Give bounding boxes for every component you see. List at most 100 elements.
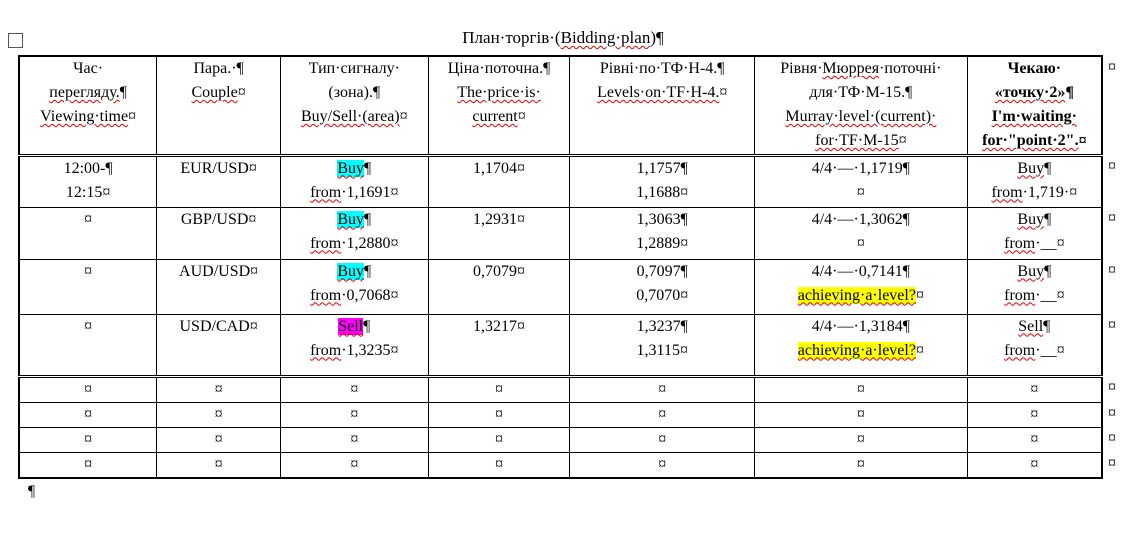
- header-couple[interactable]: Пара.·¶ Couple¤: [156, 55, 281, 157]
- format-mark: ¤: [84, 405, 93, 423]
- empty-cell[interactable]: ¤: [156, 375, 281, 403]
- header-signal-type[interactable]: Тип·сигналу· (зона).¶ Buy/Sell·(area)¤: [279, 55, 429, 157]
- format-mark: ¤: [1107, 317, 1116, 334]
- buy-highlight: Buy: [337, 159, 365, 177]
- empty-cell[interactable]: ¤: [18, 451, 158, 479]
- cell-murray[interactable]: 4/4·—·1,1719¶ ¤: [754, 154, 968, 208]
- cell-murray[interactable]: 4/4·—·1,3184¶ achieving·a·level?¤: [754, 313, 968, 378]
- cell-viewing-time[interactable]: ¤: [18, 206, 158, 260]
- empty-cell[interactable]: ¤: [966, 375, 1103, 403]
- empty-cell[interactable]: ¤: [279, 375, 429, 403]
- text-run: 1,3237¶: [636, 317, 688, 335]
- empty-cell[interactable]: ¤: [966, 451, 1103, 479]
- empty-cell[interactable]: ¤: [156, 401, 281, 428]
- cell-price[interactable]: 1,1704¤: [427, 154, 571, 208]
- document-title[interactable]: План·торгів·(Bidding·plan)¶: [0, 27, 1126, 49]
- empty-cell[interactable]: ¤: [754, 451, 968, 479]
- format-mark: ¤: [214, 430, 223, 448]
- cell-murray[interactable]: 4/4·—·0,7141¶ achieving·a·level?¤: [754, 258, 968, 315]
- format-mark: ¤: [495, 380, 504, 398]
- cell-price[interactable]: 0,7079¤: [427, 258, 571, 315]
- empty-cell[interactable]: ¤: [427, 426, 571, 453]
- empty-cell[interactable]: ¤: [18, 426, 158, 453]
- cell-murray[interactable]: 4/4·—·1,3062¶ ¤: [754, 206, 968, 260]
- text-line: 1,3115¤: [572, 339, 752, 363]
- cell-pair[interactable]: AUD/USD¤: [156, 258, 281, 315]
- empty-cell[interactable]: ¤: [966, 426, 1103, 453]
- cell-pair[interactable]: GBP/USD¤: [156, 206, 281, 260]
- text-line: Чекаю·: [970, 58, 1099, 81]
- cell-waiting[interactable]: Sell¶ from·__¤: [966, 313, 1103, 378]
- empty-cell[interactable]: ¤: [569, 401, 756, 428]
- cell-signal[interactable]: Buy¶ from·0,7068¤: [279, 258, 429, 315]
- header-viewing-time[interactable]: Час· перегляду.¶ Viewing·time¤: [18, 55, 158, 157]
- cell-signal[interactable]: Sell¶ from·1,3235¤: [279, 313, 429, 378]
- empty-cell[interactable]: ¤: [279, 401, 429, 428]
- cell-signal[interactable]: Buy¶ from·1,1691¤: [279, 154, 429, 208]
- text-run: Рівні·по·ТФ·Н-4.¶: [599, 60, 725, 77]
- cell-pair[interactable]: EUR/USD¤: [156, 154, 281, 208]
- empty-cell[interactable]: ¤: [18, 401, 158, 428]
- empty-cell[interactable]: ¤: [427, 451, 571, 479]
- format-mark: ¤: [658, 380, 667, 398]
- cell-levels[interactable]: 1,3063¶ 1,2889¤: [569, 206, 756, 260]
- text-run: 4/4·—·0,7141¶: [811, 262, 911, 280]
- cell-price[interactable]: 1,2931¤: [427, 206, 571, 260]
- header-levels-tf-h4[interactable]: Рівні·по·ТФ·Н-4.¶ Levels·on·TF·Н-4.¤: [569, 55, 756, 157]
- cell-viewing-time[interactable]: 12:00-¶ 12:15¤: [18, 154, 158, 208]
- empty-cell[interactable]: ¤: [279, 426, 429, 453]
- cell-pair[interactable]: USD/CAD¤: [156, 313, 281, 378]
- text-run: ·__¤: [1035, 286, 1065, 304]
- format-mark: ¤: [214, 455, 223, 473]
- end-paragraph-mark[interactable]: ¶: [28, 483, 1126, 501]
- text-line: перегляду.¶: [22, 81, 154, 105]
- empty-cell[interactable]: ¤: [966, 401, 1103, 428]
- text-run: Рівня·: [780, 60, 823, 77]
- text-line: from·1,2880¤: [283, 232, 426, 256]
- text-line: from·1,3235¤: [283, 339, 426, 363]
- format-mark: ¤: [1030, 405, 1039, 423]
- empty-cell[interactable]: ¤: [754, 375, 968, 403]
- format-mark: ¤: [237, 84, 246, 101]
- format-mark: ¤: [915, 341, 924, 359]
- empty-cell[interactable]: ¤: [569, 451, 756, 479]
- empty-cell[interactable]: ¤: [427, 375, 571, 403]
- header-murray-levels[interactable]: Рівня·Мюррея·поточні· для·ТФ·М-15.¶ Murr…: [754, 55, 968, 157]
- format-mark: ¤: [915, 286, 924, 304]
- empty-cell[interactable]: ¤: [427, 401, 571, 428]
- empty-table-row: ¤ ¤ ¤ ¤ ¤ ¤ ¤ ¤: [18, 401, 1125, 428]
- row-end-marker: ¤: [1102, 376, 1125, 402]
- text-line: 12:15¤: [22, 181, 154, 205]
- format-mark: ¤: [856, 380, 865, 398]
- cell-viewing-time[interactable]: ¤: [18, 258, 158, 315]
- cell-viewing-time[interactable]: ¤: [18, 313, 158, 378]
- text-run: 1,3115¤: [636, 341, 688, 359]
- cell-price[interactable]: 1,3217¤: [427, 313, 571, 378]
- format-mark: ¤: [350, 380, 359, 398]
- cell-levels[interactable]: 1,1757¶ 1,1688¤: [569, 154, 756, 208]
- format-mark: ¤: [1107, 158, 1116, 175]
- empty-cell[interactable]: ¤: [156, 451, 281, 479]
- cell-waiting[interactable]: Buy¶ from·__¤: [966, 258, 1103, 315]
- cell-levels[interactable]: 1,3237¶ 1,3115¤: [569, 313, 756, 378]
- empty-cell[interactable]: ¤: [156, 426, 281, 453]
- empty-cell[interactable]: ¤: [279, 451, 429, 479]
- table-move-handle-icon[interactable]: [8, 33, 23, 48]
- misspelled-run: The·price·is·: [457, 84, 541, 101]
- empty-cell[interactable]: ¤: [754, 426, 968, 453]
- format-mark: ¤: [495, 455, 504, 473]
- header-waiting-point2[interactable]: Чекаю· «точку·2»¶ I'm·waiting· for·"poin…: [966, 55, 1103, 157]
- empty-cell[interactable]: ¤: [18, 375, 158, 403]
- empty-cell[interactable]: ¤: [754, 401, 968, 428]
- format-mark: ¤: [1078, 132, 1087, 149]
- cell-signal[interactable]: Buy¶ from·1,2880¤: [279, 206, 429, 260]
- empty-cell[interactable]: ¤: [569, 426, 756, 453]
- format-mark: ¤: [399, 108, 408, 125]
- misspelled-run: перегляду.: [49, 84, 120, 101]
- format-mark: ¤: [856, 405, 865, 423]
- cell-levels[interactable]: 0,7097¶ 0,7070¤: [569, 258, 756, 315]
- cell-waiting[interactable]: Buy¶ from·1,719·¤: [966, 154, 1103, 208]
- header-current-price[interactable]: Ціна·поточна.¶ The·price·is· current¤: [427, 55, 571, 157]
- cell-waiting[interactable]: Buy¶ from·__¤: [966, 206, 1103, 260]
- empty-cell[interactable]: ¤: [569, 375, 756, 403]
